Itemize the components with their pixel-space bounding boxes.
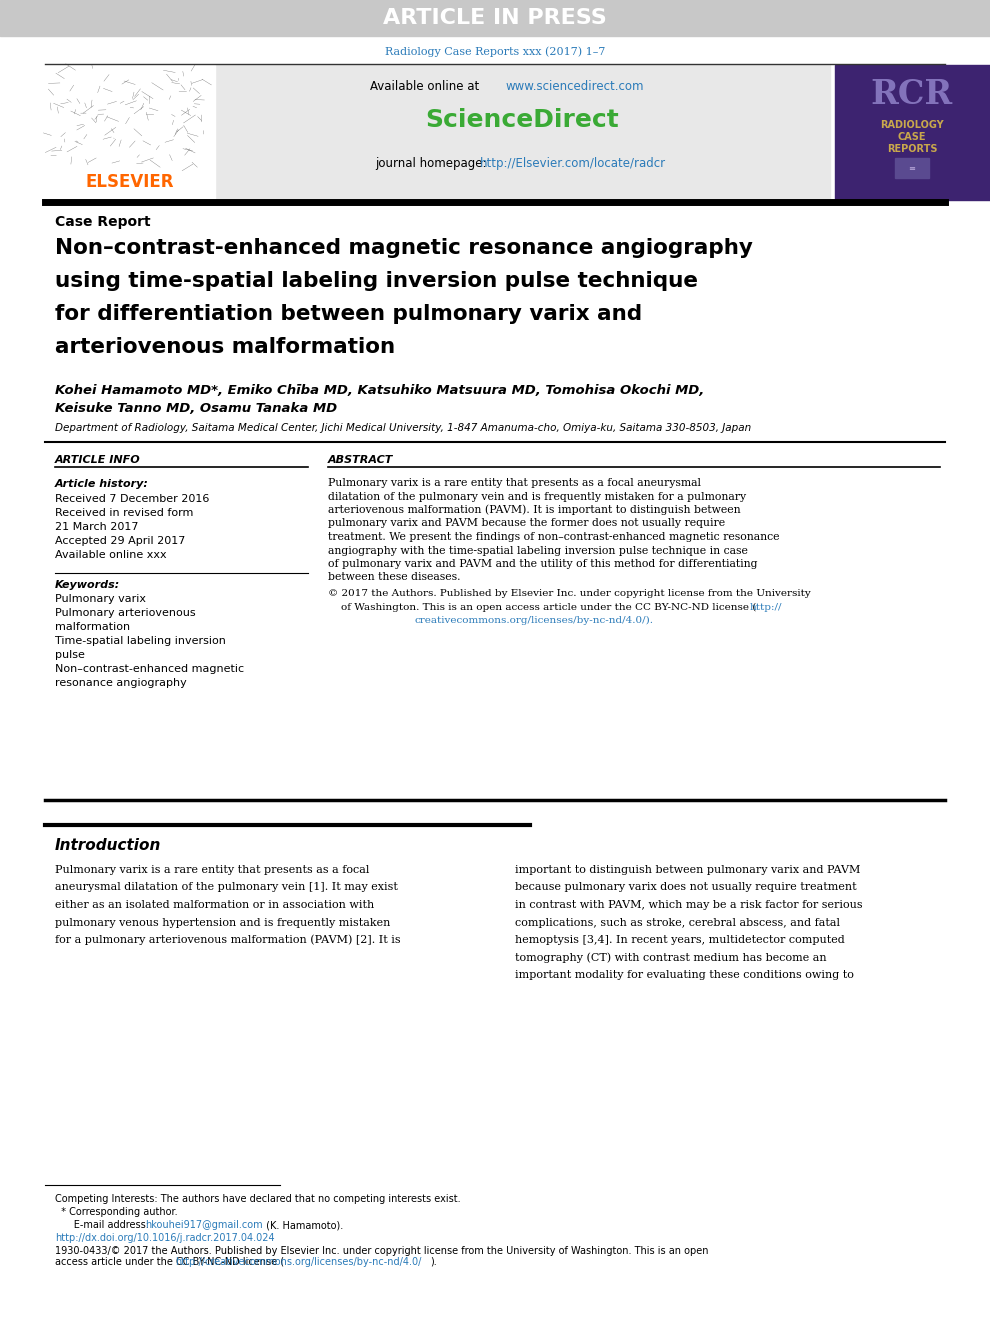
Text: * Corresponding author.: * Corresponding author. (55, 1206, 177, 1217)
Text: resonance angiography: resonance angiography (55, 678, 187, 688)
Text: http://Elsevier.com/locate/radcr: http://Elsevier.com/locate/radcr (480, 157, 666, 169)
Text: arteriovenous malformation: arteriovenous malformation (55, 337, 395, 356)
Text: ARTICLE INFO: ARTICLE INFO (55, 455, 141, 465)
Text: between these diseases.: between these diseases. (328, 573, 460, 582)
Text: Case Report: Case Report (55, 215, 150, 228)
Text: Non–contrast-enhanced magnetic: Non–contrast-enhanced magnetic (55, 664, 245, 675)
Text: ).: ). (430, 1257, 437, 1267)
Text: treatment. We present the findings of non–contrast-enhanced magnetic resonance: treatment. We present the findings of no… (328, 532, 779, 543)
Text: Kohei Hamamoto MD*, Emiko Chība MD, Katsuhiko Matsuura MD, Tomohisa Okochi MD,: Kohei Hamamoto MD*, Emiko Chība MD, Kats… (55, 384, 704, 396)
Text: Pulmonary varix is a rare entity that presents as a focal: Pulmonary varix is a rare entity that pr… (55, 865, 369, 875)
Text: important to distinguish between pulmonary varix and PAVM: important to distinguish between pulmona… (515, 865, 860, 875)
Text: Received in revised form: Received in revised form (55, 508, 193, 517)
Text: either as an isolated malformation or in association with: either as an isolated malformation or in… (55, 900, 374, 909)
Text: Radiology Case Reports xxx (2017) 1–7: Radiology Case Reports xxx (2017) 1–7 (385, 46, 605, 57)
Text: http://: http:// (750, 602, 782, 611)
Text: using time-spatial labeling inversion pulse technique: using time-spatial labeling inversion pu… (55, 271, 698, 290)
Text: Competing Interests: The authors have declared that no competing interests exist: Competing Interests: The authors have de… (55, 1195, 460, 1204)
Text: in contrast with PAVM, which may be a risk factor for serious: in contrast with PAVM, which may be a ri… (515, 900, 862, 909)
Text: Pulmonary varix: Pulmonary varix (55, 594, 146, 605)
Text: arteriovenous malformation (PAVM). It is important to distinguish between: arteriovenous malformation (PAVM). It is… (328, 504, 741, 515)
Text: REPORTS: REPORTS (887, 144, 938, 154)
Bar (895, 158, 929, 178)
Bar (45, 65, 215, 201)
Text: Available online xxx: Available online xxx (55, 550, 166, 560)
Text: for a pulmonary arteriovenous malformation (PAVM) [2]. It is: for a pulmonary arteriovenous malformati… (55, 935, 401, 945)
Text: ARTICLE IN PRESS: ARTICLE IN PRESS (383, 8, 607, 28)
Text: dilatation of the pulmonary vein and is frequently mistaken for a pulmonary: dilatation of the pulmonary vein and is … (328, 491, 746, 502)
Text: ABSTRACT: ABSTRACT (328, 455, 393, 465)
Bar (215, 65, 830, 201)
Text: access article under the CC BY-NC-ND license (: access article under the CC BY-NC-ND lic… (55, 1257, 284, 1267)
Text: journal homepage:: journal homepage: (375, 157, 490, 169)
Text: http://creativecommons.org/licenses/by-nc-nd/4.0/: http://creativecommons.org/licenses/by-n… (175, 1257, 422, 1267)
Text: Non–contrast-enhanced magnetic resonance angiography: Non–contrast-enhanced magnetic resonance… (55, 238, 752, 257)
Text: hemoptysis [3,4]. In recent years, multidetector computed: hemoptysis [3,4]. In recent years, multi… (515, 935, 844, 945)
Text: Introduction: Introduction (55, 837, 161, 853)
Text: Received 7 December 2016: Received 7 December 2016 (55, 494, 209, 504)
Text: Keisuke Tanno MD, Osamu Tanaka MD: Keisuke Tanno MD, Osamu Tanaka MD (55, 401, 338, 414)
Text: CASE: CASE (898, 132, 927, 143)
Text: Available online at: Available online at (370, 81, 483, 94)
Text: because pulmonary varix does not usually require treatment: because pulmonary varix does not usually… (515, 883, 856, 892)
Text: creativecommons.org/licenses/by-nc-nd/4.0/).: creativecommons.org/licenses/by-nc-nd/4.… (415, 615, 653, 624)
Text: RCR: RCR (871, 78, 953, 111)
Text: of pulmonary varix and PAVM and the utility of this method for differentiating: of pulmonary varix and PAVM and the util… (328, 558, 757, 569)
Text: malformation: malformation (55, 622, 130, 632)
Text: pulse: pulse (55, 649, 85, 660)
Text: pulmonary varix and PAVM because the former does not usually require: pulmonary varix and PAVM because the for… (328, 519, 725, 528)
Text: Keywords:: Keywords: (55, 579, 120, 590)
Text: Pulmonary arteriovenous: Pulmonary arteriovenous (55, 609, 196, 618)
Bar (0, 0, 990, 36)
Text: Pulmonary varix is a rare entity that presents as a focal aneurysmal: Pulmonary varix is a rare entity that pr… (328, 478, 701, 488)
Text: ELSEVIER: ELSEVIER (86, 173, 174, 191)
Text: Article history:: Article history: (55, 479, 148, 488)
Text: pulmonary venous hypertension and is frequently mistaken: pulmonary venous hypertension and is fre… (55, 917, 390, 928)
Text: www.sciencedirect.com: www.sciencedirect.com (505, 81, 644, 94)
Text: tomography (CT) with contrast medium has become an: tomography (CT) with contrast medium has… (515, 952, 827, 962)
Text: http://dx.doi.org/10.1016/j.radcr.2017.04.024: http://dx.doi.org/10.1016/j.radcr.2017.0… (55, 1233, 274, 1243)
Text: © 2017 the Authors. Published by Elsevier Inc. under copyright license from the : © 2017 the Authors. Published by Elsevie… (328, 590, 811, 598)
Text: hkouhei917@gmail.com: hkouhei917@gmail.com (145, 1220, 262, 1230)
Text: aneurysmal dilatation of the pulmonary vein [1]. It may exist: aneurysmal dilatation of the pulmonary v… (55, 883, 398, 892)
Text: angiography with the time-spatial labeling inversion pulse technique in case: angiography with the time-spatial labeli… (328, 545, 747, 556)
Text: 21 March 2017: 21 March 2017 (55, 521, 139, 532)
Text: for differentiation between pulmonary varix and: for differentiation between pulmonary va… (55, 304, 643, 323)
Text: 1930-0433/© 2017 the Authors. Published by Elsevier Inc. under copyright license: 1930-0433/© 2017 the Authors. Published … (55, 1246, 709, 1257)
Text: ScienceDirect: ScienceDirect (425, 108, 619, 132)
Text: of Washington. This is an open access article under the CC BY-NC-ND license (: of Washington. This is an open access ar… (328, 602, 756, 611)
Text: complications, such as stroke, cerebral abscess, and fatal: complications, such as stroke, cerebral … (515, 917, 840, 928)
Text: ≡: ≡ (909, 164, 916, 173)
Text: Time-spatial labeling inversion: Time-spatial labeling inversion (55, 636, 226, 645)
Text: (K. Hamamoto).: (K. Hamamoto). (263, 1220, 344, 1230)
Text: important modality for evaluating these conditions owing to: important modality for evaluating these … (515, 970, 853, 979)
Text: RADIOLOGY: RADIOLOGY (880, 120, 943, 129)
Text: Department of Radiology, Saitama Medical Center, Jichi Medical University, 1-847: Department of Radiology, Saitama Medical… (55, 422, 751, 433)
Bar (835, 65, 990, 201)
Text: Accepted 29 April 2017: Accepted 29 April 2017 (55, 536, 185, 546)
Text: E-mail address:: E-mail address: (55, 1220, 152, 1230)
